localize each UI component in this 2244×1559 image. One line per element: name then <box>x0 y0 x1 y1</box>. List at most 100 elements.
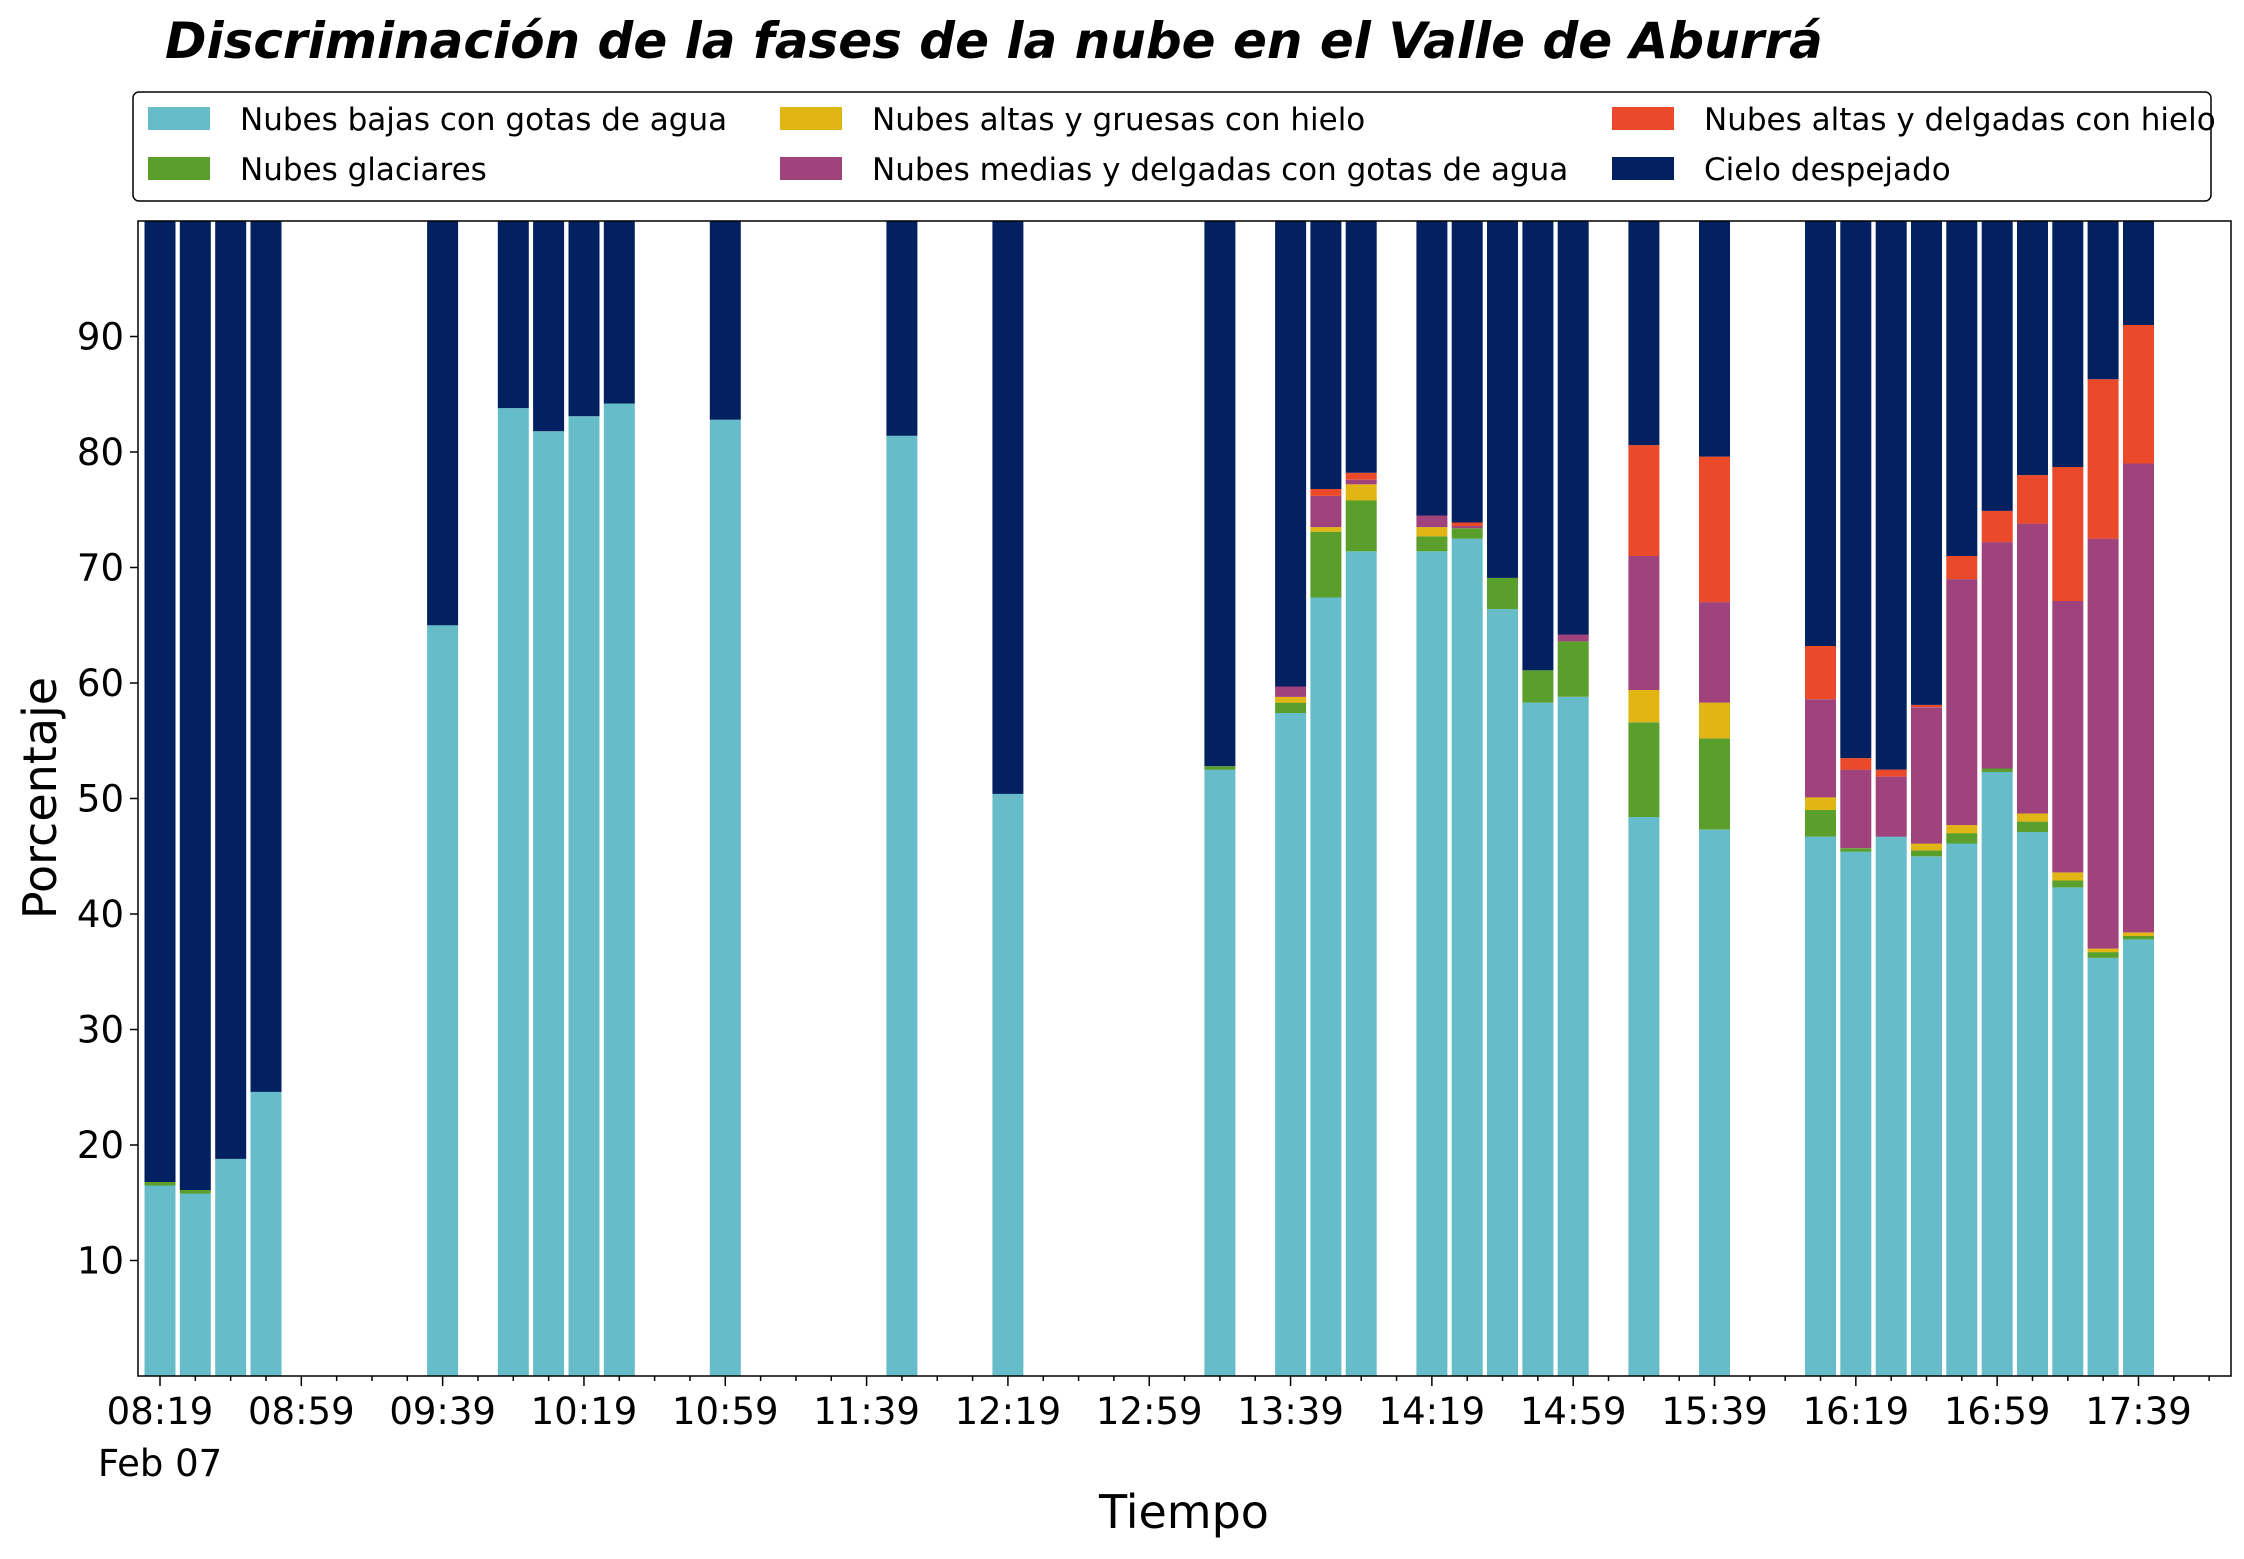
bar-segment <box>427 625 459 1377</box>
bar-segment <box>1522 702 1554 1376</box>
bar-segment <box>2087 538 2119 949</box>
bar-segment <box>1840 221 1872 759</box>
x-tick-label: 14:19 <box>1379 1390 1486 1433</box>
bar-segment <box>1204 766 1236 770</box>
y-tick-label: 20 <box>77 1124 124 1167</box>
bar-segment <box>533 431 565 1376</box>
bar-segment <box>2017 475 2048 524</box>
bar-segment <box>1699 456 1730 603</box>
bar-segment <box>1628 817 1660 1376</box>
bar-segment <box>1310 221 1342 489</box>
y-tick-label: 40 <box>77 893 124 936</box>
bar-segment <box>1557 641 1589 697</box>
bar-segment <box>1416 551 1448 1376</box>
bar-segment <box>1204 769 1236 1376</box>
y-tick-label: 50 <box>77 778 124 821</box>
bar-segment <box>1981 542 2013 769</box>
bar-segment <box>2052 221 2084 467</box>
x-tick-label: 16:19 <box>1803 1390 1910 1433</box>
bar-segment <box>1345 472 1377 480</box>
bar-segment <box>568 416 600 1376</box>
bar-segment <box>1699 738 1730 830</box>
bar-segment <box>1345 500 1377 552</box>
bar-segment <box>1451 528 1483 539</box>
bar-segment <box>1805 646 1836 700</box>
bar-segment <box>1451 525 1483 529</box>
bar-segment <box>1275 713 1307 1376</box>
x-axis: 08:19 08:59 09:39 10:19 10:59 11:39 12:19 12:59… <box>98 1376 2210 1485</box>
x-tick-label: 12:59 <box>1096 1390 1203 1433</box>
y-tick-label: 10 <box>77 1240 124 1283</box>
y-axis-label: Porcentaje <box>13 677 67 919</box>
x-tick-label: 09:39 <box>389 1390 496 1433</box>
bar-segment <box>2087 221 2119 380</box>
bar-segment <box>1310 531 1342 598</box>
bar-segment <box>1204 221 1236 767</box>
bar-segment <box>1875 769 1907 777</box>
bar-segment <box>2123 325 2154 464</box>
bar-segment <box>1345 551 1377 1376</box>
bar-segment <box>1805 221 1836 646</box>
bar-segment <box>1628 722 1660 817</box>
bar-segment <box>2017 523 2048 814</box>
bar-segment <box>1911 850 1942 857</box>
bar-segment <box>2123 939 2154 1376</box>
bar-segment <box>1451 538 1483 1376</box>
bar-segment <box>1416 536 1448 552</box>
bar-segment <box>1911 707 1942 844</box>
bar-segment <box>1875 836 1907 1376</box>
bar-segment <box>1981 768 2013 772</box>
bar-segment <box>1946 833 1978 844</box>
y-tick-label: 80 <box>77 431 124 474</box>
bar-segment <box>886 221 918 436</box>
bar-segment <box>1946 579 1978 826</box>
bar-segment <box>1840 851 1872 1376</box>
x-tick-label: 13:39 <box>1237 1390 1344 1433</box>
y-tick-label: 30 <box>77 1009 124 1052</box>
bar-segment <box>992 221 1024 794</box>
bar-segment <box>2087 952 2119 958</box>
bar-segment <box>215 1158 247 1376</box>
bar-segment <box>1522 670 1554 703</box>
bar-segment <box>1310 495 1342 528</box>
x-tick-label: 17:39 <box>2085 1390 2192 1433</box>
bar-segment <box>1946 843 1978 1376</box>
x-tick-label: 11:39 <box>813 1390 920 1433</box>
bar-segment <box>1946 556 1978 580</box>
bar-segment <box>2052 601 2084 873</box>
bar-segment <box>603 221 635 404</box>
x-tick-label: 08:59 <box>248 1390 355 1433</box>
bar-segment <box>1911 856 1942 1377</box>
bar-segment <box>144 221 176 1182</box>
bar-segment <box>2017 821 2048 832</box>
x-tick-label: 10:59 <box>672 1390 779 1433</box>
x-tick-label: 08:19 <box>107 1390 214 1433</box>
bar-segment <box>144 1182 176 1186</box>
bar-segment <box>2017 813 2048 822</box>
bar-segment <box>1345 479 1377 485</box>
bar-segment <box>179 221 211 1190</box>
legend-label: Nubes medias y delgadas con gotas de agu… <box>872 152 1568 188</box>
bar-segment <box>1487 577 1518 610</box>
bar-segment <box>2017 832 2048 1376</box>
bar-segment <box>2087 379 2119 539</box>
bar-segment <box>603 403 635 1376</box>
x-tick-label: 14:59 <box>1520 1390 1627 1433</box>
y-tick-label: 90 <box>77 316 124 359</box>
bars <box>144 221 2154 1377</box>
x-tick-label: 10:19 <box>531 1390 638 1433</box>
bar-segment <box>533 221 565 432</box>
bar-segment <box>992 793 1024 1376</box>
bar-segment <box>1451 221 1483 523</box>
bar-segment <box>1310 489 1342 496</box>
legend-label: Nubes glaciares <box>240 152 487 188</box>
bar-segment <box>1275 696 1307 703</box>
bar-segment <box>1522 221 1554 671</box>
y-tick-label: 70 <box>77 547 124 590</box>
bar-segment <box>1911 704 1942 708</box>
bar-segment <box>1699 221 1730 457</box>
bar-segment <box>497 221 529 409</box>
bar-segment <box>1416 527 1448 537</box>
bar-segment <box>1310 597 1342 1376</box>
bar-segment <box>709 419 741 1376</box>
